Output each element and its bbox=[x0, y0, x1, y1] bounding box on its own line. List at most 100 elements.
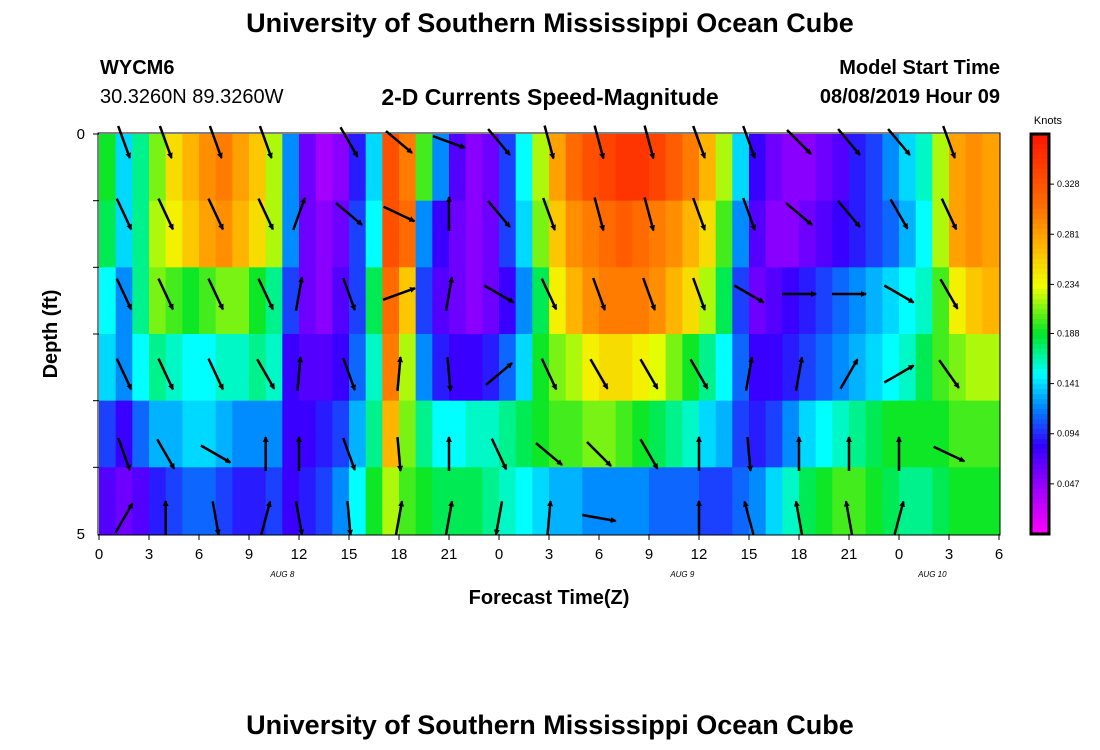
heat-cell bbox=[399, 334, 417, 402]
heat-cell bbox=[165, 400, 183, 468]
heat-cell bbox=[832, 200, 850, 268]
heat-cell bbox=[382, 400, 400, 468]
heat-cell bbox=[299, 134, 317, 202]
colorbar-segment bbox=[1031, 359, 1049, 365]
date-labels: AUG 8 AUG 9 AUG 10 bbox=[269, 570, 947, 579]
x-tick-label: 12 bbox=[291, 546, 308, 563]
heat-cell bbox=[749, 200, 767, 268]
current-arrow bbox=[742, 500, 755, 535]
heat-cell bbox=[99, 134, 117, 202]
current-arrow bbox=[342, 277, 356, 311]
heat-cell bbox=[99, 334, 117, 402]
colorbar-segment bbox=[1031, 504, 1049, 510]
heat-cell bbox=[532, 134, 550, 202]
heat-cell bbox=[99, 267, 117, 335]
heat-cell bbox=[299, 467, 317, 535]
heat-cell bbox=[449, 334, 467, 402]
heat-cell bbox=[132, 334, 150, 402]
current-arrow bbox=[643, 197, 656, 232]
heat-cell bbox=[865, 200, 883, 268]
heat-cell bbox=[799, 200, 817, 268]
colorbar-segment bbox=[1031, 514, 1049, 520]
y-axis: 05 bbox=[77, 126, 99, 543]
heat-cell bbox=[532, 334, 550, 402]
colorbar-segment bbox=[1031, 229, 1049, 235]
heat-cell bbox=[349, 334, 367, 402]
current-arrow bbox=[483, 284, 515, 304]
heat-cell bbox=[649, 267, 667, 335]
current-arrow bbox=[493, 501, 504, 536]
heat-cell bbox=[349, 400, 367, 468]
heat-cell bbox=[565, 134, 583, 202]
heat-cell bbox=[265, 467, 283, 535]
current-arrow bbox=[546, 500, 554, 536]
heat-cell bbox=[232, 467, 250, 535]
current-arrow bbox=[394, 500, 405, 535]
colorbar-segment bbox=[1031, 499, 1049, 505]
heat-cell bbox=[149, 200, 167, 268]
heat-cell bbox=[465, 200, 483, 268]
colorbar-segment bbox=[1031, 459, 1049, 465]
heat-cell bbox=[332, 134, 350, 202]
heat-cell bbox=[799, 267, 817, 335]
heat-cell bbox=[582, 200, 600, 268]
current-arrow bbox=[490, 438, 508, 471]
y-tick-label: 5 bbox=[77, 526, 85, 543]
heat-cell bbox=[165, 200, 183, 268]
current-arrow bbox=[258, 125, 273, 159]
heat-cell bbox=[165, 134, 183, 202]
y-axis-label: Depth (ft) bbox=[40, 290, 62, 379]
current-arrow bbox=[940, 198, 958, 231]
heat-cell bbox=[515, 334, 533, 402]
heat-cell bbox=[982, 400, 1000, 468]
current-arrow bbox=[157, 358, 175, 391]
model-start-time: 08/08/2019 Hour 09 bbox=[819, 86, 1000, 108]
heat-cell bbox=[949, 267, 967, 335]
heat-cell bbox=[532, 467, 550, 535]
heat-cell bbox=[382, 334, 400, 402]
colorbar-segment bbox=[1031, 349, 1049, 355]
colorbar-segment bbox=[1031, 204, 1049, 210]
current-arrow bbox=[543, 125, 556, 160]
colorbar-segment bbox=[1031, 394, 1049, 400]
colorbar-segment bbox=[1031, 319, 1049, 325]
colorbar-segment bbox=[1031, 409, 1049, 415]
current-arrow bbox=[383, 205, 416, 223]
heat-cell bbox=[332, 467, 350, 535]
x-tick-label: 21 bbox=[841, 546, 858, 563]
heat-cell bbox=[599, 400, 617, 468]
current-arrow bbox=[639, 438, 659, 470]
current-arrow bbox=[746, 436, 754, 472]
current-arrows bbox=[114, 125, 966, 536]
heat-cell bbox=[599, 334, 617, 402]
heat-cell bbox=[949, 400, 967, 468]
heat-cell bbox=[282, 400, 300, 468]
heat-cell bbox=[899, 200, 917, 268]
current-arrow bbox=[939, 278, 959, 310]
heat-cell bbox=[915, 334, 933, 402]
current-arrow bbox=[692, 197, 706, 231]
colorbar-tick-label: 0.047 bbox=[1057, 479, 1080, 489]
current-arrow bbox=[786, 129, 812, 155]
heat-cell bbox=[682, 467, 700, 535]
heat-cell bbox=[249, 467, 267, 535]
heat-cell bbox=[115, 134, 133, 202]
heat-cell bbox=[882, 467, 900, 535]
heat-cell bbox=[915, 134, 933, 202]
heat-cell bbox=[382, 134, 400, 202]
heat-cell bbox=[432, 467, 450, 535]
heat-cell bbox=[932, 467, 950, 535]
heat-cell bbox=[982, 200, 1000, 268]
heat-cell bbox=[432, 200, 450, 268]
current-arrow bbox=[396, 356, 404, 392]
heat-cell bbox=[449, 134, 467, 202]
heat-cell bbox=[199, 200, 217, 268]
current-arrow bbox=[296, 356, 304, 392]
colorbar-segment bbox=[1031, 374, 1049, 380]
heat-cell bbox=[165, 467, 183, 535]
heat-cell bbox=[849, 467, 867, 535]
heat-cell bbox=[949, 200, 967, 268]
heat-cell bbox=[449, 200, 467, 268]
current-arrow bbox=[156, 438, 176, 470]
